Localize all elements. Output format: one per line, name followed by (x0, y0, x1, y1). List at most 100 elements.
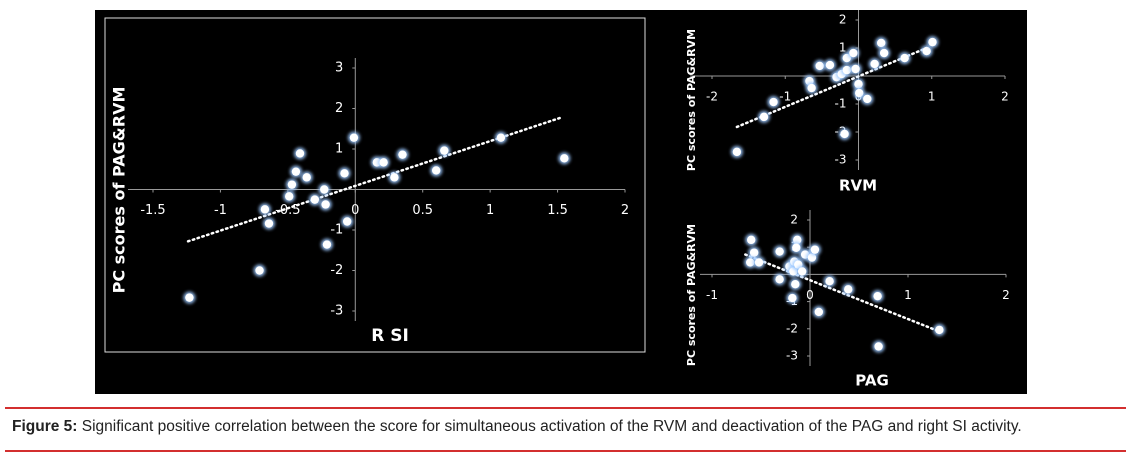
point (440, 146, 449, 155)
x-tick-label: 0 (351, 203, 359, 218)
x-tick-label: -1 (779, 90, 791, 104)
point (873, 291, 882, 301)
x-tick-label: 0 (806, 288, 814, 302)
point (863, 94, 872, 104)
point (792, 243, 801, 252)
point (322, 240, 332, 249)
point (814, 307, 824, 317)
point (807, 83, 816, 93)
x-tick-label: 2 (621, 203, 629, 218)
point (260, 205, 270, 214)
figure-background (95, 10, 1027, 394)
point (340, 169, 349, 178)
x-tick-label: -1.5 (140, 203, 165, 218)
y-axis-label: PC scores of PAG&RVM (110, 87, 129, 294)
point (295, 149, 305, 158)
x-tick-label: -2 (706, 90, 718, 104)
point (310, 195, 320, 204)
point (874, 342, 883, 351)
point (842, 65, 851, 75)
point (496, 133, 506, 142)
point (877, 38, 886, 48)
x-tick-label: 2 (1001, 90, 1009, 104)
point (855, 88, 864, 98)
point (749, 248, 759, 257)
point (815, 61, 824, 71)
point (844, 285, 853, 294)
point (732, 147, 742, 157)
point (870, 59, 879, 69)
point (788, 293, 797, 303)
y-tick-label: -3 (330, 304, 343, 319)
point (560, 154, 569, 163)
point (185, 293, 194, 302)
y-tick-label: 2 (335, 101, 343, 116)
point (379, 158, 388, 167)
x-tick-label: 1.5 (547, 203, 568, 218)
point (746, 258, 755, 267)
point (849, 48, 858, 58)
point (747, 235, 756, 245)
y-tick-label: 3 (335, 61, 343, 76)
y-tick-label: -2 (786, 321, 798, 335)
point (810, 245, 820, 254)
caption-text: Significant positive correlation between… (81, 418, 1022, 435)
x-axis-label: RVM (839, 177, 877, 195)
point (775, 247, 784, 256)
point (754, 258, 764, 267)
point (775, 275, 784, 284)
x-tick-label: 1 (904, 288, 912, 302)
point (285, 192, 294, 201)
x-tick-label: -1 (214, 203, 227, 218)
point (769, 97, 778, 107)
point (321, 200, 330, 209)
point (851, 64, 860, 74)
x-axis-label: R SI (371, 326, 409, 346)
y-axis-label: PC scores of PAG&RVM (685, 224, 698, 366)
y-tick-label: 1 (335, 142, 343, 157)
point (255, 266, 264, 275)
x-tick-label: 2 (1002, 288, 1010, 302)
x-tick-label: -1 (706, 288, 718, 302)
y-tick-label: 2 (839, 13, 847, 27)
y-tick-label: -3 (786, 349, 798, 363)
point (825, 277, 834, 286)
x-tick-label: 0.5 (412, 203, 433, 218)
point (291, 167, 301, 176)
caption: Figure 5: Significant positive correlati… (12, 418, 1022, 436)
point (922, 46, 931, 56)
point (342, 217, 352, 226)
point (825, 60, 835, 70)
caption-label: Figure 5: (12, 418, 78, 435)
point (432, 166, 441, 175)
y-tick-label: 1 (839, 41, 847, 55)
point (349, 133, 359, 142)
point (287, 180, 297, 189)
point (840, 129, 849, 139)
point (759, 112, 769, 122)
trendline (186, 116, 563, 243)
plot-frame (104, 17, 646, 353)
point (791, 279, 800, 289)
point (928, 37, 937, 47)
x-axis-label: PAG (855, 372, 889, 390)
y-axis-label: PC scores of PAG&RVM (685, 29, 698, 171)
x-tick-label: 1 (486, 203, 494, 218)
point (302, 173, 311, 182)
point (879, 48, 889, 58)
point (264, 219, 274, 228)
point (854, 79, 863, 89)
point (900, 53, 909, 63)
y-tick-label: -3 (835, 153, 847, 167)
x-tick-label: 1 (928, 90, 936, 104)
point (320, 185, 329, 194)
y-tick-label: -1 (835, 97, 847, 111)
y-tick-label: -2 (330, 263, 343, 278)
y-tick-label: 2 (790, 213, 798, 227)
point (797, 267, 807, 276)
y-tick-label: -1 (330, 223, 343, 238)
point (935, 325, 944, 335)
point (398, 150, 407, 159)
